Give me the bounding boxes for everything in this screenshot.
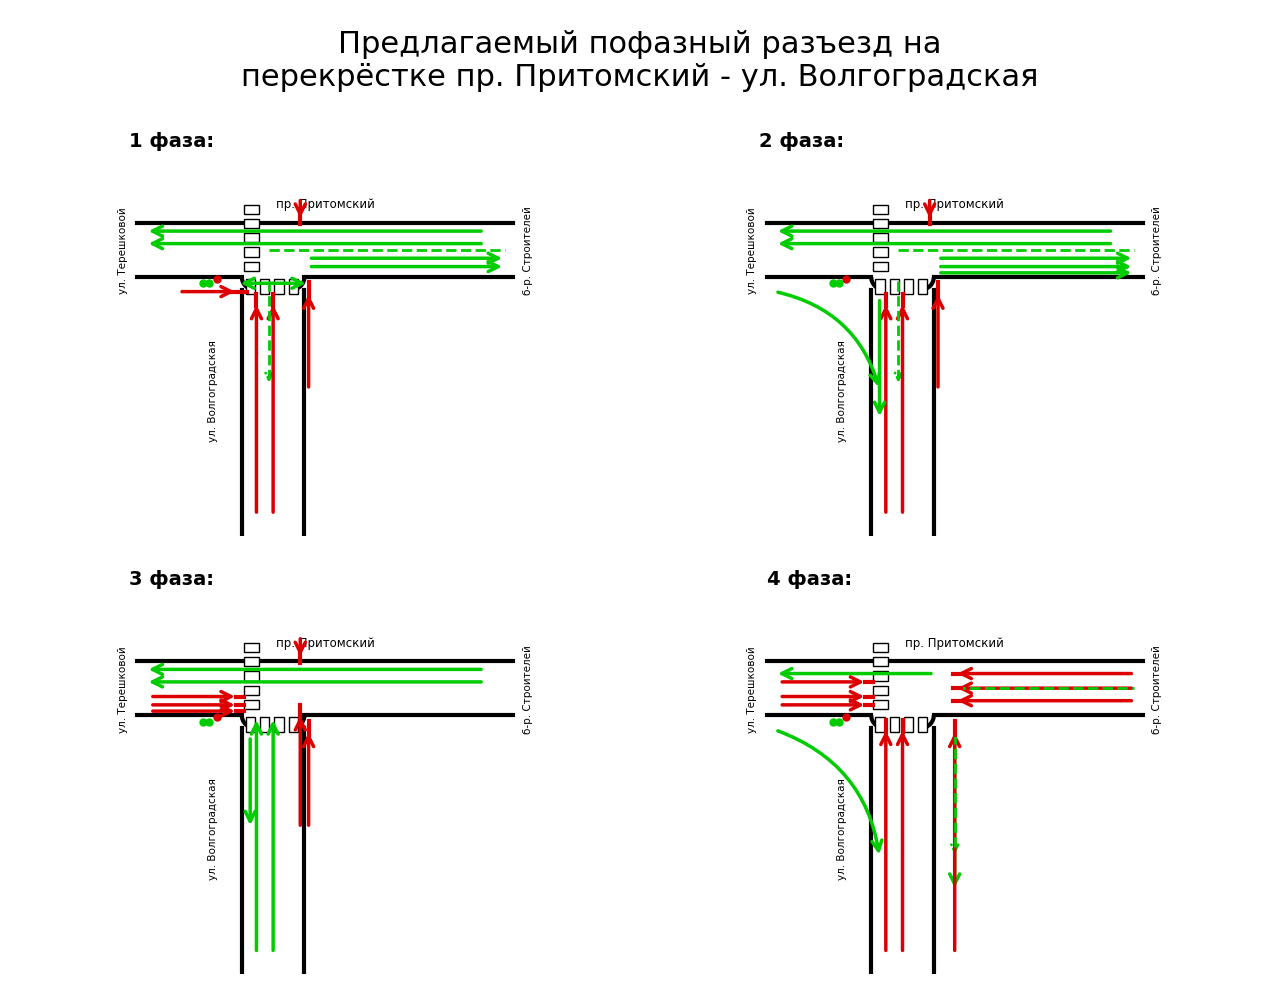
Text: ул. Терешковой: ул. Терешковой (118, 208, 128, 294)
Text: 1 фаза:: 1 фаза: (129, 132, 214, 151)
Text: ул. Волгоградская: ул. Волгоградская (207, 339, 218, 441)
Text: пр. Притомский: пр. Притомский (905, 198, 1004, 211)
Bar (274, 718, 284, 733)
Bar (244, 206, 259, 215)
Text: б-р. Строителей: б-р. Строителей (522, 644, 532, 733)
Bar (876, 718, 884, 733)
Bar (244, 700, 259, 710)
Bar (873, 700, 888, 710)
Bar (873, 206, 888, 215)
Bar (244, 248, 259, 257)
Bar (244, 234, 259, 244)
Bar (873, 234, 888, 244)
Text: ул. Волгоградская: ул. Волгоградская (207, 777, 218, 879)
Bar (244, 220, 259, 229)
Bar (873, 643, 888, 653)
Bar (876, 280, 884, 294)
Bar (244, 643, 259, 653)
Bar (918, 280, 927, 294)
Bar (260, 280, 269, 294)
Text: б-р. Строителей: б-р. Строителей (1152, 206, 1162, 295)
Bar (244, 672, 259, 681)
Text: пр. Притомский: пр. Притомский (905, 636, 1004, 649)
Bar (904, 718, 913, 733)
Text: пр. Притомский: пр. Притомский (276, 198, 375, 211)
Bar (873, 672, 888, 681)
Bar (274, 280, 284, 294)
Bar (873, 658, 888, 667)
Bar (260, 718, 269, 733)
Text: 3 фаза:: 3 фаза: (129, 570, 214, 588)
Text: б-р. Строителей: б-р. Строителей (522, 206, 532, 295)
Text: пр. Притомский: пр. Притомский (276, 636, 375, 649)
Text: ул. Волгоградская: ул. Волгоградская (837, 777, 847, 879)
Bar (873, 262, 888, 271)
Bar (288, 280, 298, 294)
Text: ул. Терешковой: ул. Терешковой (118, 645, 128, 732)
Text: б-р. Строителей: б-р. Строителей (1152, 644, 1162, 733)
Bar (918, 718, 927, 733)
Text: 2 фаза:: 2 фаза: (759, 132, 844, 151)
Bar (244, 658, 259, 667)
Bar (246, 718, 255, 733)
Text: ул. Волгоградская: ул. Волгоградская (837, 339, 847, 441)
Bar (873, 220, 888, 229)
Text: ул. Терешковой: ул. Терешковой (748, 208, 758, 294)
Bar (288, 718, 298, 733)
Bar (890, 280, 899, 294)
Bar (246, 280, 255, 294)
Text: 4 фаза:: 4 фаза: (767, 570, 852, 588)
Text: Предлагаемый пофазный разъезд на
перекрёстке пр. Притомский - ул. Волгоградская: Предлагаемый пофазный разъезд на перекрё… (241, 30, 1039, 92)
Bar (244, 262, 259, 271)
Bar (890, 718, 899, 733)
Text: ул. Терешковой: ул. Терешковой (748, 645, 758, 732)
Bar (244, 686, 259, 695)
Bar (904, 280, 913, 294)
Bar (873, 248, 888, 257)
Bar (873, 686, 888, 695)
